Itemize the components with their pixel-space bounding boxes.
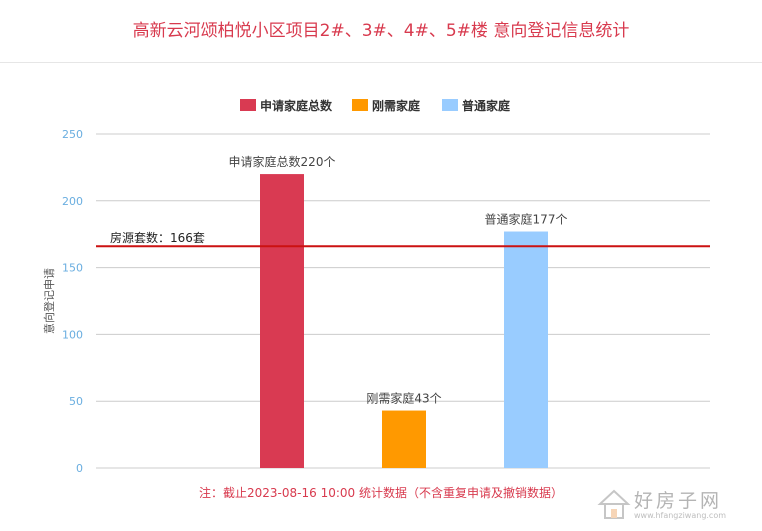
reference-line-label: 房源套数：166套 [110, 230, 205, 245]
bar [504, 231, 548, 468]
bar-data-label: 申请家庭总数220个 [229, 154, 336, 169]
watermark-logo: 好房子网 www.hfangziwang.com [596, 486, 746, 526]
y-tick-label: 150 [62, 262, 83, 275]
bar-data-label: 普通家庭177个 [485, 212, 568, 227]
y-tick-label: 0 [76, 462, 83, 475]
bar-data-label: 刚需家庭43个 [366, 391, 441, 406]
y-tick-label: 100 [62, 328, 83, 341]
title-divider [0, 62, 762, 63]
watermark-text: 好房子网 [634, 490, 723, 512]
legend-label: 普通家庭 [462, 98, 510, 113]
legend-swatch [240, 99, 256, 111]
legend-swatch [442, 99, 458, 111]
legend-label: 刚需家庭 [372, 98, 420, 113]
y-axis-label: 意向登记申请 [42, 268, 56, 334]
y-tick-label: 200 [62, 195, 83, 208]
page-title: 高新云河颂柏悦小区项目2#、3#、4#、5#楼 意向登记信息统计 [132, 21, 630, 41]
legend-label: 申请家庭总数 [260, 98, 333, 113]
bar [382, 410, 426, 468]
house-icon [597, 489, 631, 519]
y-tick-label: 250 [62, 128, 83, 141]
legend-swatch [352, 99, 368, 111]
watermark-url: www.hfangziwang.com [634, 511, 727, 520]
y-tick-label: 50 [69, 395, 83, 408]
bar [260, 174, 304, 468]
footnote: 注：截止2023-08-16 10:00 统计数据（不含重复申请及撤销数据） [199, 486, 563, 500]
